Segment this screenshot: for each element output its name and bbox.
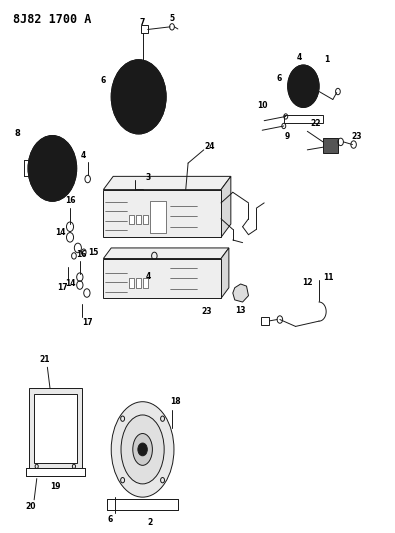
Text: 1: 1 — [324, 55, 329, 64]
Text: 18: 18 — [171, 397, 181, 406]
Text: 8: 8 — [14, 130, 20, 139]
Bar — [26, 468, 85, 476]
Polygon shape — [221, 248, 229, 298]
Text: 5: 5 — [169, 14, 175, 23]
Text: 15: 15 — [88, 248, 99, 257]
Bar — [135, 189, 143, 200]
Bar — [141, 25, 148, 33]
Text: 22: 22 — [310, 119, 320, 128]
Bar — [143, 278, 148, 288]
Bar — [143, 215, 148, 224]
Bar — [284, 115, 323, 123]
Text: 23: 23 — [351, 132, 361, 141]
Bar — [261, 317, 269, 325]
Text: 4: 4 — [297, 53, 302, 62]
Polygon shape — [233, 284, 248, 302]
Text: 17: 17 — [57, 283, 68, 292]
Polygon shape — [103, 176, 231, 190]
Circle shape — [288, 65, 319, 108]
Text: 14: 14 — [65, 279, 75, 288]
Text: 23: 23 — [202, 307, 212, 316]
Bar — [103, 259, 221, 298]
Polygon shape — [103, 248, 229, 259]
Text: 11: 11 — [324, 272, 334, 281]
Ellipse shape — [121, 415, 164, 484]
Bar — [129, 278, 134, 288]
Text: 3: 3 — [146, 173, 151, 182]
Text: 4: 4 — [146, 271, 151, 280]
Circle shape — [111, 60, 166, 134]
Text: 10: 10 — [257, 101, 267, 110]
Text: 12: 12 — [302, 278, 312, 287]
Text: 21: 21 — [40, 355, 50, 364]
Bar — [150, 201, 166, 233]
Text: 24: 24 — [204, 142, 215, 151]
Bar — [26, 468, 85, 476]
Text: 6: 6 — [108, 515, 113, 524]
Polygon shape — [221, 176, 231, 237]
Text: 7: 7 — [140, 18, 145, 27]
Ellipse shape — [133, 433, 152, 465]
Bar — [136, 215, 141, 224]
Text: 16: 16 — [65, 196, 75, 205]
Circle shape — [28, 135, 77, 201]
Text: 14: 14 — [55, 228, 66, 237]
Text: 8J82 1700 A: 8J82 1700 A — [13, 13, 92, 26]
Text: 2: 2 — [148, 518, 153, 527]
Circle shape — [138, 443, 147, 456]
Text: 6: 6 — [276, 74, 282, 83]
Circle shape — [301, 84, 305, 89]
Text: 16: 16 — [77, 250, 87, 259]
Text: 9: 9 — [285, 132, 290, 141]
Bar — [129, 215, 134, 224]
Ellipse shape — [111, 402, 174, 497]
Text: 17: 17 — [83, 318, 93, 327]
Bar — [323, 138, 338, 152]
Text: 20: 20 — [26, 502, 36, 511]
Bar — [34, 394, 77, 463]
Bar — [29, 389, 82, 471]
Text: 19: 19 — [50, 482, 60, 491]
Bar — [103, 190, 221, 237]
Text: 4: 4 — [80, 151, 86, 160]
Circle shape — [50, 165, 55, 172]
Bar — [136, 278, 141, 288]
Bar — [107, 499, 178, 511]
Text: 13: 13 — [235, 306, 246, 315]
Circle shape — [135, 92, 142, 102]
Text: 6: 6 — [101, 76, 106, 85]
Bar — [107, 499, 178, 511]
